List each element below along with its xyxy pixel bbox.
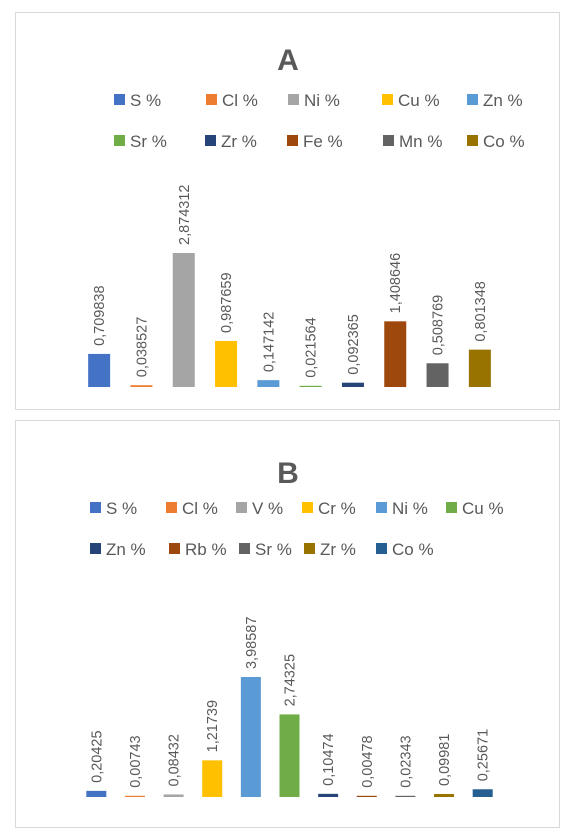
- chart-a-legend-label: Ni %: [304, 91, 340, 110]
- chart-b-title: B: [277, 457, 299, 490]
- chart-a-bar: [341, 382, 364, 387]
- chart-b-legend-swatch: [376, 543, 387, 554]
- chart-a-data-label: 2,874312: [177, 185, 193, 245]
- chart-b-legend-label: S %: [106, 499, 137, 518]
- chart-b-bar: [395, 795, 416, 797]
- chart-b-legend-label: Cu %: [462, 499, 504, 518]
- chart-b-bar: [434, 793, 455, 797]
- chart-b-legend-label: Zr %: [320, 540, 356, 559]
- chart-b-bar: [86, 790, 107, 797]
- chart-a-data-label: 0,038527: [134, 317, 150, 377]
- chart-a-bar: [215, 340, 238, 387]
- chart-b-legend-swatch: [236, 502, 247, 513]
- chart-a-data-label: 0,021564: [304, 317, 320, 377]
- chart-panel-a: A S % Cl % Ni % Cu % Zn % Sr % Zr % Fe % Mn % Co %…: [15, 12, 560, 410]
- chart-a-legend-label: Zr %: [221, 132, 257, 151]
- chart-b-data-label: 1,21739: [205, 700, 221, 752]
- chart-a-data-label: 0,987659: [219, 272, 235, 332]
- chart-a-bar: [384, 321, 407, 387]
- chart-b-bar: [202, 760, 223, 797]
- chart-a-legend-swatch: [467, 135, 478, 146]
- chart-a-legend-label: Cu %: [398, 91, 440, 110]
- chart-b-legend-swatch: [376, 502, 387, 513]
- chart-b-data-label: 0,02343: [398, 735, 414, 787]
- chart-b-bar: [318, 793, 339, 797]
- chart-b-legend-swatch: [304, 543, 315, 554]
- chart-b-legend-swatch: [302, 502, 313, 513]
- chart-b-svg: B S % Cl % V % Cr % Ni % Cu % Zn % Rb % Sr % Zr % C…: [86, 457, 504, 797]
- chart-a-legend-label: Cl %: [222, 91, 258, 110]
- chart-a-bar: [299, 385, 322, 387]
- chart-a-bar: [130, 385, 153, 387]
- chart-b-legend-swatch: [90, 502, 101, 513]
- chart-b-data-label: 0,20425: [89, 730, 105, 782]
- chart-b-data-label: 0,09981: [437, 734, 453, 786]
- chart-b-bar: [240, 677, 261, 797]
- chart-b-bar: [163, 794, 184, 797]
- chart-a-title: A: [277, 44, 299, 77]
- chart-b-data-label: 0,10474: [321, 733, 337, 785]
- chart-b-legend-label: Cl %: [182, 499, 218, 518]
- chart-a-data-label: 0,092365: [346, 314, 362, 374]
- chart-a-legend-swatch: [114, 94, 125, 105]
- chart-a-data-label: 0,147142: [261, 312, 277, 372]
- chart-a-legend-swatch: [114, 135, 125, 146]
- chart-b-legend-label: Ni %: [392, 499, 428, 518]
- chart-b-bar: [124, 795, 145, 797]
- chart-a-legend-swatch: [383, 135, 394, 146]
- chart-panel-b: B S % Cl % V % Cr % Ni % Cu % Zn % Rb % Sr % Zr % C…: [15, 420, 560, 828]
- chart-b-bar: [279, 714, 300, 797]
- chart-a-legend-swatch: [288, 94, 299, 105]
- chart-b-data-label: 3,98587: [244, 617, 260, 669]
- chart-b-bar: [472, 789, 493, 797]
- chart-b-legend-label: Sr %: [255, 540, 292, 559]
- chart-b-legend-swatch: [239, 543, 250, 554]
- chart-b-legend-label: Rb %: [185, 540, 227, 559]
- chart-a-data-label: 1,408646: [388, 253, 404, 313]
- chart-b-legend-label: Cr %: [318, 499, 356, 518]
- chart-a-bar: [257, 380, 280, 387]
- chart-a-data-label: 0,709838: [92, 285, 108, 345]
- chart-a-data-label: 0,801348: [473, 281, 489, 341]
- chart-b-data-label: 0,25671: [476, 729, 492, 781]
- chart-a-legend-label: Mn %: [399, 132, 442, 151]
- chart-a-legend-swatch: [382, 94, 393, 105]
- chart-b-data-label: 0,08432: [167, 734, 183, 786]
- chart-a-legend-label: Zn %: [483, 91, 523, 110]
- chart-b-legend-swatch: [166, 502, 177, 513]
- chart-a-svg: A S % Cl % Ni % Cu % Zn % Sr % Zr % Fe % Mn % Co %…: [88, 44, 525, 387]
- chart-a-legend-swatch: [467, 94, 478, 105]
- chart-a-bar: [468, 349, 491, 387]
- chart-a-legend-swatch: [287, 135, 298, 146]
- chart-a-legend-swatch: [205, 135, 216, 146]
- chart-b-data-label: 0,00743: [128, 735, 144, 787]
- chart-a-legend-label: Sr %: [130, 132, 167, 151]
- chart-b-data-label: 2,74325: [283, 654, 299, 706]
- chart-b-legend-swatch: [90, 543, 101, 554]
- chart-a-legend-label: Fe %: [303, 132, 343, 151]
- chart-b-legend-swatch: [446, 502, 457, 513]
- chart-a-data-label: 0,508769: [431, 295, 447, 355]
- chart-b-data-label: 0,00478: [360, 735, 376, 787]
- chart-a-bar: [88, 353, 111, 387]
- chart-b-legend-label: Zn %: [106, 540, 146, 559]
- chart-b-legend-swatch: [169, 543, 180, 554]
- chart-a-legend-swatch: [206, 94, 217, 105]
- chart-a-bar: [172, 253, 195, 387]
- chart-b-legend-label: Co %: [392, 540, 434, 559]
- chart-a-bar: [426, 363, 449, 387]
- chart-b-bar: [356, 795, 377, 797]
- chart-a-legend-label: Co %: [483, 132, 525, 151]
- chart-a-legend-label: S %: [130, 91, 161, 110]
- chart-b-legend-label: V %: [252, 499, 283, 518]
